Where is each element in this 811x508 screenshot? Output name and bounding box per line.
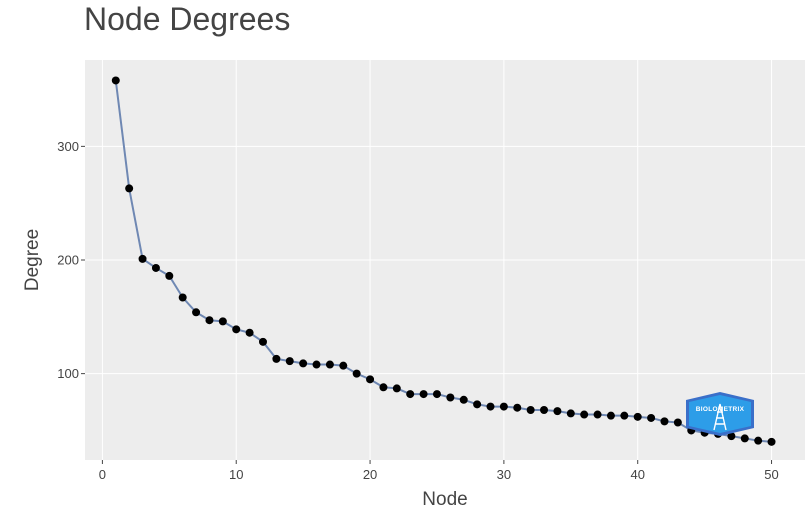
data-point[interactable] <box>606 411 615 420</box>
data-point[interactable] <box>553 407 562 416</box>
data-point[interactable] <box>526 406 535 414</box>
data-point[interactable] <box>754 436 763 445</box>
data-point[interactable] <box>352 369 361 378</box>
data-point[interactable] <box>566 409 575 418</box>
y-tick-label: 300 <box>57 139 79 154</box>
x-tick-label: 10 <box>229 467 243 482</box>
data-point[interactable] <box>285 357 294 366</box>
data-point[interactable] <box>513 403 522 412</box>
data-point[interactable] <box>138 254 147 263</box>
data-point[interactable] <box>540 406 549 414</box>
data-point[interactable] <box>125 184 134 193</box>
data-point[interactable] <box>432 390 441 399</box>
data-point[interactable] <box>366 375 375 384</box>
x-tick-label: 0 <box>99 467 106 482</box>
chart-title: Node Degrees <box>84 1 290 37</box>
data-point[interactable] <box>299 359 308 368</box>
grid-lines <box>85 60 805 460</box>
data-point[interactable] <box>446 393 455 402</box>
data-point[interactable] <box>580 410 589 419</box>
y-tick-label: 100 <box>57 366 79 381</box>
data-point[interactable] <box>379 383 388 392</box>
brand-logo: BIOLOMETRIX <box>686 392 754 436</box>
data-point[interactable] <box>178 293 187 302</box>
data-point[interactable] <box>258 337 267 346</box>
logo-text: BIOLOMETRIX <box>696 406 745 413</box>
data-point[interactable] <box>473 400 482 409</box>
x-axis-label: Node <box>422 489 467 508</box>
data-point[interactable] <box>245 328 254 337</box>
x-tick-label: 20 <box>363 467 377 482</box>
y-tick-label: 200 <box>57 253 79 268</box>
data-point[interactable] <box>272 354 281 363</box>
data-point[interactable] <box>151 263 160 272</box>
data-point[interactable] <box>232 325 241 334</box>
logo-inner-hexagon-icon <box>689 395 751 433</box>
data-point[interactable] <box>673 418 682 427</box>
data-point[interactable] <box>218 317 227 326</box>
data-point[interactable] <box>727 432 736 441</box>
data-point[interactable] <box>633 412 642 421</box>
data-point[interactable] <box>111 76 120 85</box>
data-point[interactable] <box>593 410 602 419</box>
x-tick-label: 50 <box>764 467 778 482</box>
data-point[interactable] <box>419 390 428 399</box>
y-axis-label: Degree <box>22 229 43 291</box>
data-point[interactable] <box>406 390 415 399</box>
data-point[interactable] <box>647 413 656 422</box>
data-point[interactable] <box>486 402 495 411</box>
data-point[interactable] <box>459 395 468 404</box>
data-point[interactable] <box>740 434 749 443</box>
data-point[interactable] <box>165 271 174 280</box>
data-point[interactable] <box>392 384 401 393</box>
logo-tower-icon <box>713 403 727 431</box>
data-point[interactable] <box>205 316 214 325</box>
data-point[interactable] <box>339 361 348 370</box>
x-tick-label: 30 <box>497 467 511 482</box>
axes: 0 10 20 30 40 50 100 200 300 <box>57 139 778 482</box>
data-point[interactable] <box>660 417 669 426</box>
data-point[interactable] <box>767 437 776 446</box>
data-point[interactable] <box>312 360 321 369</box>
data-point[interactable] <box>325 360 334 369</box>
data-point[interactable] <box>620 411 629 420</box>
data-points <box>111 76 776 446</box>
data-point[interactable] <box>499 402 508 411</box>
data-point[interactable] <box>192 308 201 317</box>
x-tick-label: 40 <box>630 467 644 482</box>
